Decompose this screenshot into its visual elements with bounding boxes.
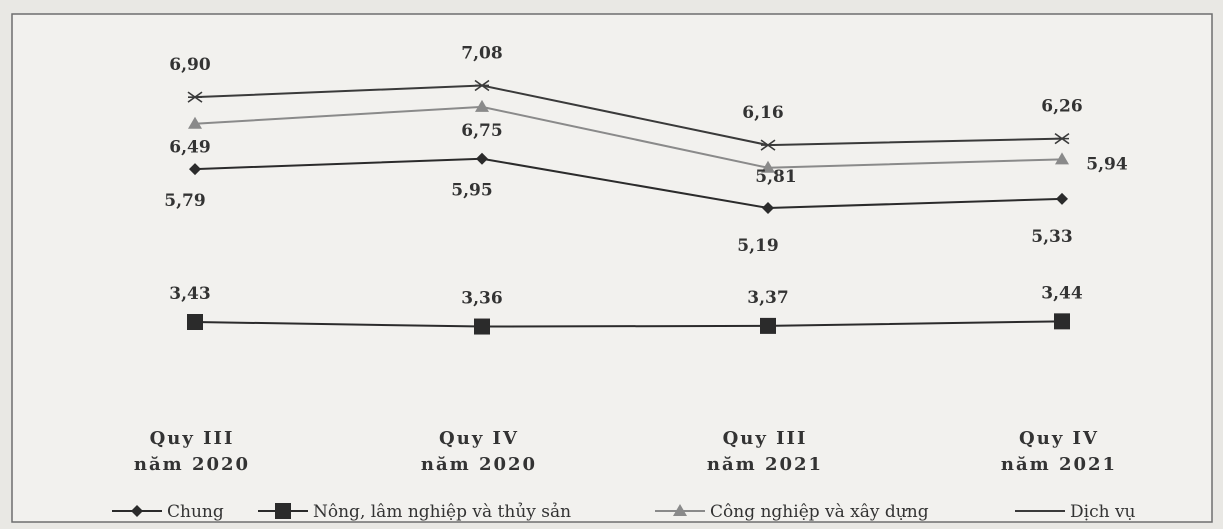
series-layer <box>187 79 1070 335</box>
series-2-point-2 <box>761 160 775 173</box>
data-label-s3-p1: 7,08 <box>461 43 502 63</box>
series-3-point-1 <box>474 79 490 92</box>
data-label-s2-p2: 5,81 <box>755 167 796 187</box>
data-label-s3-p0: 6,90 <box>169 55 211 75</box>
legend: Chung Nông, lâm nghiệp và thủy sản Công ng… <box>112 502 1136 522</box>
series-line-0 <box>194 157 1063 209</box>
category-label-3-line-0: Quy IV <box>1019 428 1099 449</box>
series-0-point-2 <box>762 201 774 214</box>
series-2-point-3 <box>1055 152 1069 165</box>
series-1-point-0 <box>187 314 203 330</box>
category-label-1-line-1: năm 2020 <box>421 454 537 475</box>
data-label-layer: 5,79 5,95 5,19 5,33 3,43 3,36 3,37 3,44 6,49 6,75… <box>164 43 1128 308</box>
data-label-s3-p2: 6,16 <box>742 103 783 123</box>
legend-item-3: Dịch vụ <box>1015 502 1136 522</box>
data-label-s2-p1: 6,75 <box>461 121 502 141</box>
series-1-point-2 <box>760 317 776 334</box>
category-label-0-line-1: năm 2020 <box>134 454 250 475</box>
data-label-s0-p2: 5,19 <box>737 236 778 256</box>
series-2-point-0 <box>188 116 202 129</box>
legend-item-1: Nông, lâm nghiệp và thủy sản <box>258 502 571 522</box>
legend-item-2: Công nghiệp và xây dựng <box>655 502 929 522</box>
series-0-point-0 <box>189 163 201 176</box>
series-2-point-1 <box>475 99 489 112</box>
category-axis: Quy III năm 2020 Quy IV năm 2020 Quy III năm … <box>134 428 1117 475</box>
data-label-s0-p1: 5,95 <box>451 181 492 201</box>
series-line-3 <box>194 84 1063 147</box>
series-line-1 <box>194 320 1063 328</box>
series-0-point-3 <box>1056 192 1068 205</box>
data-label-s3-p3: 6,26 <box>1041 97 1082 117</box>
legend-label-0: Chung <box>167 502 224 522</box>
series-0-point-1 <box>476 152 488 165</box>
legend-label-2: Công nghiệp và xây dựng <box>710 502 929 522</box>
category-label-0-line-0: Quy III <box>150 428 235 449</box>
data-label-s0-p3: 5,33 <box>1031 227 1072 247</box>
category-label-3-line-1: năm 2021 <box>1001 454 1117 475</box>
legend-item-0: Chung <box>112 502 224 522</box>
legend-label-1: Nông, lâm nghiệp và thủy sản <box>313 502 571 522</box>
legend-marker-1 <box>275 503 291 519</box>
series-line-2 <box>194 105 1063 169</box>
legend-marker-0 <box>131 505 143 517</box>
data-label-s2-p0: 6,49 <box>169 138 210 158</box>
plot-border <box>11 13 1213 523</box>
series-2 <box>188 99 1069 173</box>
series-3 <box>187 79 1070 151</box>
category-label-2-line-0: Quy III <box>723 428 808 449</box>
category-label-1-line-0: Quy IV <box>439 428 519 449</box>
series-0 <box>189 152 1068 214</box>
legend-label-3: Dịch vụ <box>1070 502 1136 522</box>
data-label-s2-p3: 5,94 <box>1086 154 1128 174</box>
series-1 <box>187 313 1070 335</box>
series-1-point-3 <box>1054 313 1070 330</box>
series-1-point-1 <box>474 318 490 335</box>
data-label-s0-p0: 5,79 <box>164 191 205 211</box>
data-label-s1-p3: 3,44 <box>1041 283 1083 303</box>
series-3-point-2 <box>760 139 776 151</box>
data-label-s1-p2: 3,37 <box>747 288 788 308</box>
category-label-2-line-1: năm 2021 <box>707 454 823 475</box>
series-3-point-3 <box>1054 132 1070 145</box>
series-3-point-0 <box>187 91 203 103</box>
legend-marker-2 <box>673 504 687 516</box>
data-label-s1-p1: 3,36 <box>461 289 502 309</box>
data-label-s1-p0: 3,43 <box>169 284 210 304</box>
